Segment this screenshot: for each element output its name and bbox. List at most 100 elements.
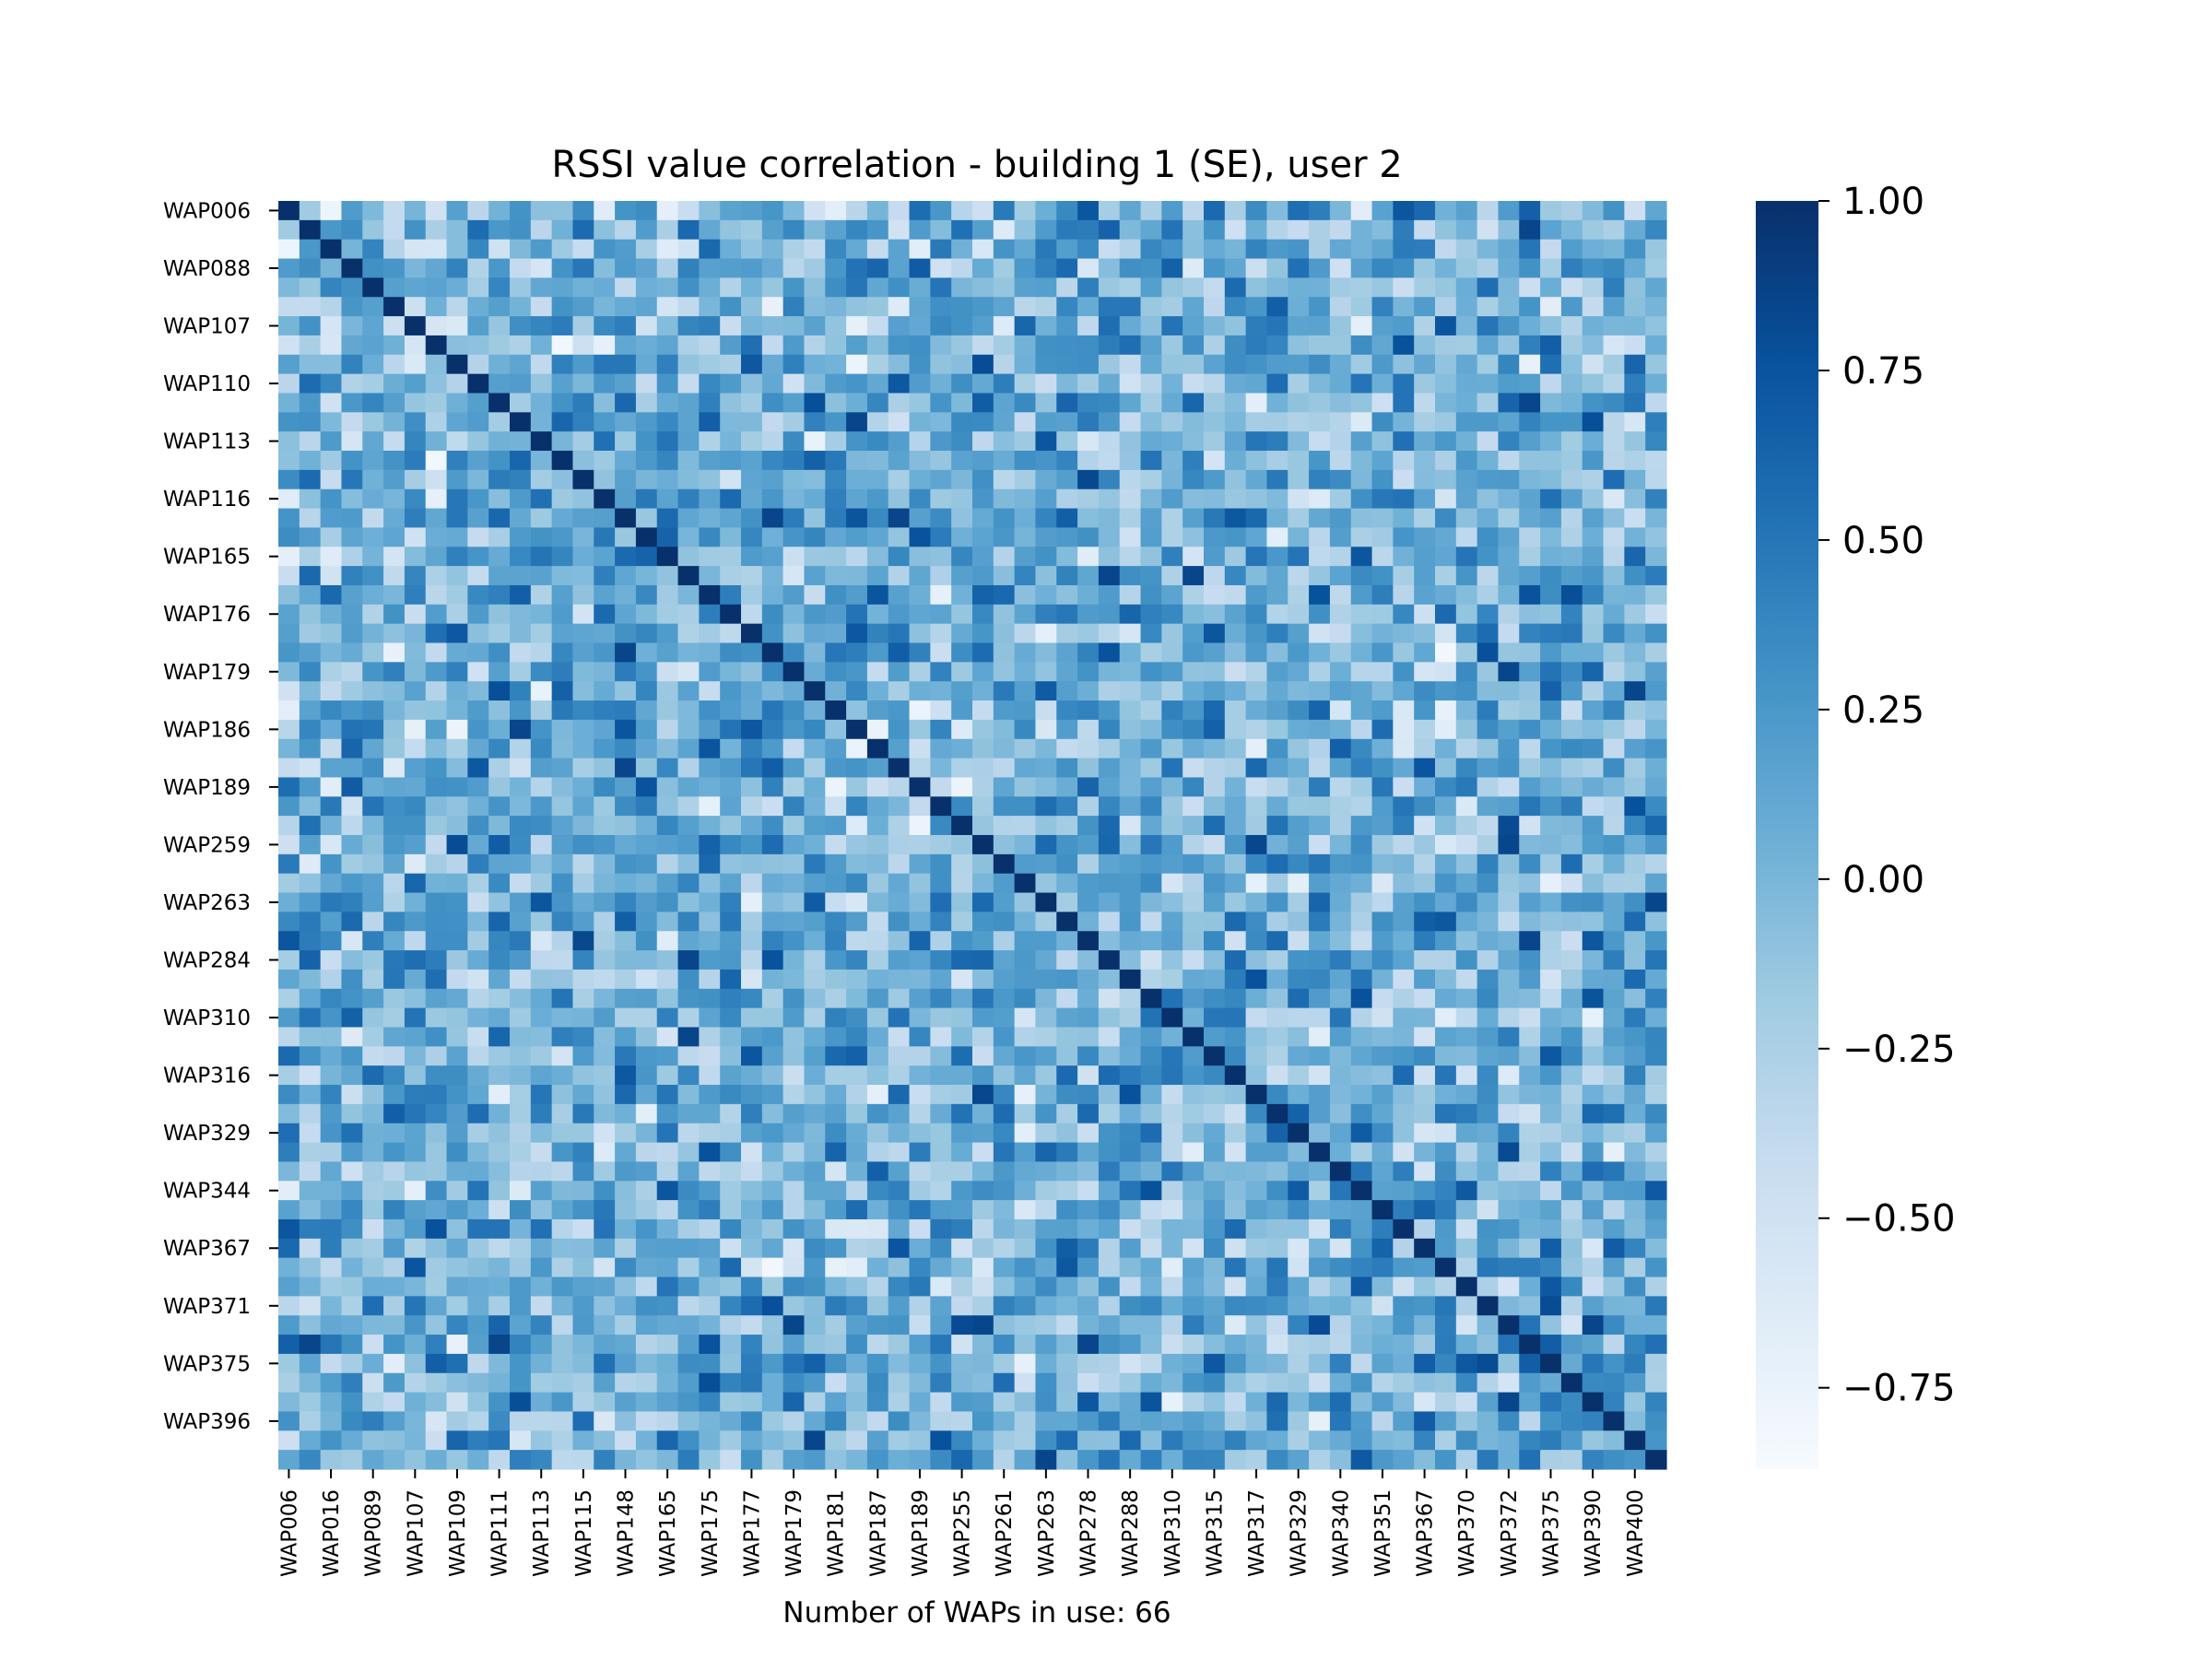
heatmap-cell [530, 1430, 553, 1451]
heatmap-cell [278, 1218, 300, 1240]
heatmap-cell [510, 1027, 532, 1047]
heatmap-cell [1224, 412, 1247, 432]
heatmap-cell [888, 1218, 911, 1240]
heatmap-cell [1371, 719, 1394, 740]
heatmap-cell [1140, 488, 1162, 510]
heatmap-cell [488, 508, 511, 529]
heatmap-cell [530, 1065, 553, 1086]
heatmap-cell [1414, 950, 1436, 971]
heatmap-cell [362, 623, 384, 644]
heatmap-cell [866, 1411, 889, 1431]
heatmap-cell [1560, 1257, 1583, 1278]
heatmap-cell [1098, 1085, 1121, 1105]
heatmap-cell [446, 1411, 468, 1431]
heatmap-cell [1077, 1085, 1100, 1105]
heatmap-cell [804, 777, 826, 797]
heatmap-cell [1161, 1065, 1183, 1086]
heatmap-cell [299, 277, 322, 298]
heatmap-cell [699, 1257, 721, 1278]
heatmap-cell [446, 1065, 468, 1086]
heatmap-cell [425, 1277, 448, 1297]
heatmap-cell [615, 988, 637, 1009]
heatmap-cell [1624, 1161, 1646, 1182]
heatmap-cell [1350, 431, 1373, 452]
heatmap-cell [1329, 508, 1352, 529]
heatmap-cell [1540, 431, 1562, 452]
heatmap-cell [846, 316, 868, 336]
heatmap-cell [1119, 316, 1142, 336]
heatmap-cell [1140, 1296, 1162, 1316]
heatmap-cell [1056, 623, 1078, 644]
heatmap-cell [993, 1065, 1016, 1086]
heatmap-cell [446, 912, 468, 932]
heatmap-cell [1204, 1218, 1226, 1240]
heatmap-cell [425, 1103, 448, 1124]
heatmap-cell [1077, 853, 1100, 875]
heatmap-cell [1119, 451, 1142, 471]
heatmap-cell [1077, 469, 1100, 490]
heatmap-cell [1119, 719, 1142, 740]
heatmap-cell [1014, 431, 1037, 452]
heatmap-cell [615, 912, 637, 932]
heatmap-cell [909, 1007, 931, 1029]
heatmap-cell [1245, 1277, 1268, 1297]
heatmap-cell [1498, 508, 1520, 529]
heatmap-cell [383, 1065, 406, 1086]
heatmap-cell [761, 950, 784, 971]
heatmap-cell [1477, 1046, 1500, 1066]
heatmap-cell [1288, 469, 1310, 490]
heatmap-cell [1350, 988, 1373, 1009]
heatmap-cell [656, 297, 679, 317]
heatmap-cell [782, 1430, 806, 1451]
heatmap-cell [615, 1353, 637, 1374]
heatmap-cell [720, 738, 742, 759]
heatmap-cell [888, 604, 911, 625]
heatmap-cell [1645, 1296, 1667, 1316]
heatmap-cell [551, 1181, 574, 1201]
heatmap-cell [1245, 892, 1268, 912]
heatmap-cell [782, 1277, 806, 1297]
heatmap-cell [1035, 239, 1057, 260]
heatmap-cell [1245, 1372, 1268, 1394]
heatmap-cell [1582, 1065, 1605, 1086]
heatmap-cell [510, 1161, 532, 1182]
heatmap-cell [866, 1353, 889, 1374]
heatmap-cell [866, 1218, 889, 1240]
heatmap-cell [572, 393, 594, 413]
heatmap-cell [888, 566, 911, 586]
heatmap-cell [1329, 1103, 1352, 1124]
heatmap-cell [1519, 1335, 1541, 1355]
heatmap-cell [320, 1430, 343, 1451]
heatmap-cell [615, 201, 637, 221]
heatmap-cell [446, 584, 468, 606]
heatmap-cell [1477, 335, 1500, 356]
heatmap-cell [594, 1200, 616, 1220]
heatmap-cell [656, 796, 679, 817]
heatmap-cell [1371, 604, 1394, 625]
heatmap-cell [278, 451, 300, 471]
heatmap-cell [972, 469, 994, 490]
heatmap-cell [656, 1123, 679, 1144]
heatmap-cell [1204, 738, 1226, 759]
heatmap-cell [320, 988, 343, 1009]
heatmap-cell [782, 1046, 806, 1066]
heatmap-cell [1519, 1181, 1541, 1201]
heatmap-cell [362, 662, 384, 682]
heatmap-cell [1393, 662, 1415, 682]
heatmap-cell [951, 642, 973, 663]
heatmap-cell [341, 1353, 363, 1374]
heatmap-cell [1266, 1353, 1288, 1374]
heatmap-cell [804, 1315, 826, 1335]
heatmap-cell [1014, 1392, 1037, 1413]
heatmap-cell [846, 488, 868, 510]
heatmap-cell [888, 1161, 911, 1182]
heatmap-cell [1288, 1181, 1310, 1201]
heatmap-cell [720, 1142, 742, 1163]
heatmap-cell [1498, 969, 1520, 990]
heatmap-cell [1288, 297, 1310, 317]
heatmap-cell [1329, 431, 1352, 452]
heatmap-cell [278, 1315, 300, 1335]
heatmap-cell [425, 1027, 448, 1047]
heatmap-cell [1645, 1046, 1667, 1066]
heatmap-cell [383, 950, 406, 971]
